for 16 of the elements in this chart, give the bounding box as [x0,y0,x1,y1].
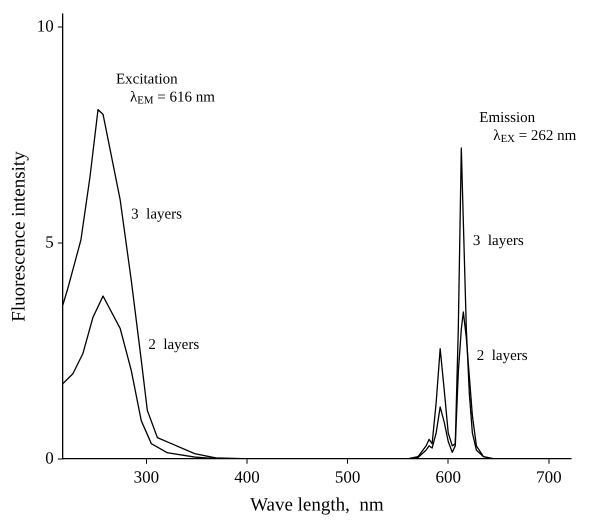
x-tick-label: 700 [536,467,562,486]
y-tick-label: 0 [45,448,54,468]
annotation: Emission [479,110,536,126]
y-tick-label: 10 [36,16,54,36]
annotation: Excitation [116,72,178,88]
y-axis-title: Fluorescence intensity [8,150,30,322]
series-label: 2 layers [476,348,528,364]
text: 3 layers [472,233,524,250]
text: 2 layers [148,336,200,353]
series-label: 3 layers [131,206,182,222]
y-tick-label: 5 [45,232,54,252]
x-tick-label: 300 [134,467,160,486]
x-axis-title: Wave length, nm [250,494,384,516]
x-tick-label: 500 [334,467,360,486]
x-tick-label: 400 [234,467,260,486]
x-tick-label: 600 [435,467,461,486]
